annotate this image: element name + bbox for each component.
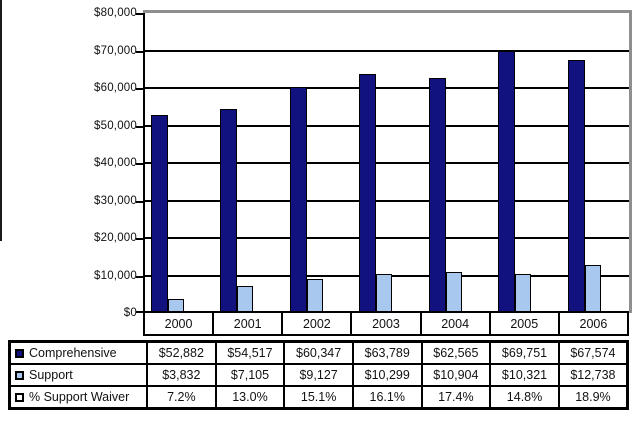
bar-support [515,274,531,313]
year-header-cell: 2003 [350,313,419,334]
year-header-cell: 2002 [281,313,350,334]
y-axis-line [143,13,145,313]
category-axis-row: 2000 2001 2002 2003 2004 2005 2006 [143,313,629,336]
value-cell: $52,882 [146,340,217,365]
value-cell: $54,517 [214,340,286,365]
value-cell: 7.2% [146,385,217,410]
bar-comprehensive [498,51,515,313]
bar-support [237,286,253,313]
gridline [143,199,629,202]
value-cell: 15.1% [283,385,354,410]
gridline [143,87,629,89]
value-cell: $12,738 [557,363,629,387]
bar-support [307,279,323,313]
series-label-cell: % Support Waiver [8,385,148,410]
data-table: Comprehensive $52,882 $54,517 $60,347 $63,78… [8,340,629,410]
y-axis-label: $0 [123,307,137,319]
bar-comprehensive [359,74,376,313]
bar-support [376,274,392,313]
year-header-cell: 2005 [488,313,558,334]
value-cell: $10,904 [420,363,492,387]
x-axis-line [143,311,629,313]
plot-area [136,10,632,313]
year-header-cell: 2000 [143,313,212,334]
axis-tick [136,125,143,128]
axis-tick [136,275,143,278]
year-header-cell: 2001 [212,313,281,334]
value-cell: $3,832 [146,363,217,387]
value-cell: $67,574 [557,340,629,365]
series-name: % Support Waiver [29,390,130,404]
gridline [143,124,629,127]
legend-key-comprehensive-icon [15,348,24,358]
value-cell: $60,347 [283,340,354,365]
value-cell: $62,565 [420,340,492,365]
bar-support [585,265,601,313]
value-cell: 18.9% [557,385,629,410]
axis-tick [136,13,143,15]
gridline [143,162,629,164]
bar-comprehensive [568,60,585,313]
value-cell: $9,127 [283,363,354,387]
y-axis-label: $40,000 [94,157,137,169]
value-cell: 17.4% [420,385,492,410]
series-name: Comprehensive [29,346,117,360]
data-table-body: Comprehensive $52,882 $54,517 $60,347 $63,78… [8,340,629,410]
bar-comprehensive [220,109,237,313]
y-axis-label: $30,000 [94,194,137,207]
gridline [143,237,629,239]
table-row-support: Support $3,832 $7,105 $9,127 $10,299 $10,904 $… [8,363,629,387]
value-cell: $7,105 [214,363,286,387]
gridline [143,49,629,52]
axis-tick [136,88,143,90]
legend-key--support-waiver-icon [15,392,24,402]
axis-tick [136,163,143,165]
bar-comprehensive [429,78,446,313]
window-edge-line [0,0,2,241]
value-cell: 14.8% [489,385,560,410]
bar-support [446,272,462,313]
value-cell: $10,321 [489,363,560,387]
bar-comprehensive [151,115,168,313]
y-axis-label: $20,000 [94,232,137,244]
bar-comprehensive [290,87,307,313]
series-label-cell: Comprehensive [8,340,148,365]
value-cell: $69,751 [489,340,560,365]
year-header-cell: 2004 [419,313,489,334]
axis-tick [136,200,143,203]
table-row-comprehensive: Comprehensive $52,882 $54,517 $60,347 $63,78… [8,340,629,365]
series-label-cell: Support [8,363,148,387]
legend-key-support-icon [15,370,24,380]
y-axis-label: $80,000 [94,7,137,19]
value-cell: 16.1% [351,385,423,410]
year-header-cell: 2006 [557,313,627,334]
axis-tick [136,238,143,240]
axis-tick [136,311,143,313]
value-cell: $63,789 [351,340,423,365]
y-axis-label: $50,000 [94,119,137,132]
series-name: Support [29,368,73,382]
table-row--support-waiver: % Support Waiver 7.2% 13.0% 15.1% 16.1% 17.4%… [8,385,629,410]
y-axis-label: $10,000 [94,269,137,282]
y-axis-label: $60,000 [94,82,137,94]
value-cell: 13.0% [214,385,286,410]
axis-tick [136,50,143,53]
y-axis-label: $70,000 [94,44,137,57]
value-cell: $10,299 [351,363,423,387]
